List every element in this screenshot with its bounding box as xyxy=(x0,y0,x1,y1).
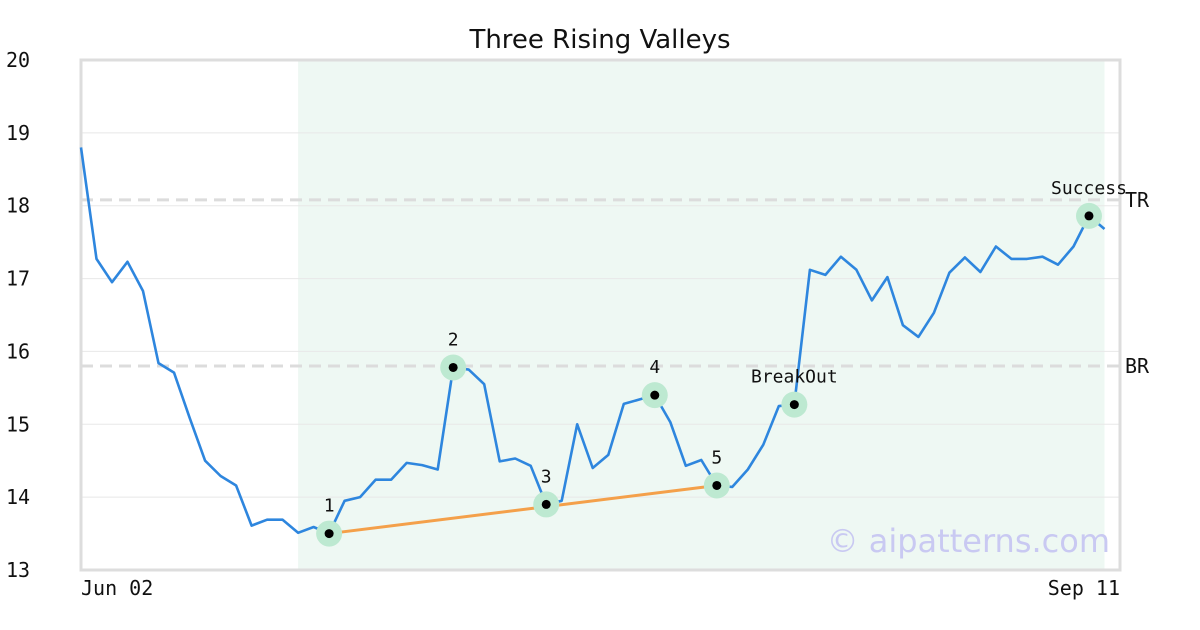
marker-dot-breakout xyxy=(789,400,799,410)
y-tick-label: 20 xyxy=(6,48,30,72)
y-tick-label: 15 xyxy=(6,412,30,436)
reference-label-br: BR xyxy=(1125,354,1150,378)
marker-dot-success xyxy=(1084,211,1094,221)
x-tick-label: Sep 11 xyxy=(1048,576,1120,600)
watermark: © aipatterns.com xyxy=(827,522,1110,560)
chart-title: Three Rising Valleys xyxy=(468,25,730,55)
highlight-band xyxy=(298,60,1105,570)
marker-label-2: 2 xyxy=(448,329,459,350)
marker-dot-2 xyxy=(448,362,458,372)
plot-frame xyxy=(79,58,1122,572)
y-tick-label: 14 xyxy=(6,485,30,509)
x-tick-label: Jun 02 xyxy=(81,576,153,600)
marker-dot-5 xyxy=(712,480,722,490)
marker-dot-4 xyxy=(650,390,660,400)
y-tick-label: 13 xyxy=(6,558,30,582)
reference-label-tr: TR xyxy=(1125,188,1150,212)
y-tick-label: 19 xyxy=(6,121,30,145)
marker-label-1: 1 xyxy=(324,496,335,517)
trendline xyxy=(328,483,717,536)
marker-label-4: 4 xyxy=(649,357,660,378)
marker-dot-1 xyxy=(324,529,334,539)
marker-label-breakout: BreakOut xyxy=(751,367,838,388)
y-tick-label: 17 xyxy=(6,267,30,291)
y-tick-label: 16 xyxy=(6,339,30,363)
y-tick-label: 18 xyxy=(6,194,30,218)
series-line xyxy=(79,147,1106,535)
marker-label-5: 5 xyxy=(711,447,722,468)
marker-dot-3 xyxy=(541,499,551,509)
marker-label-success: Success xyxy=(1051,178,1127,199)
marker-label-3: 3 xyxy=(541,466,552,487)
